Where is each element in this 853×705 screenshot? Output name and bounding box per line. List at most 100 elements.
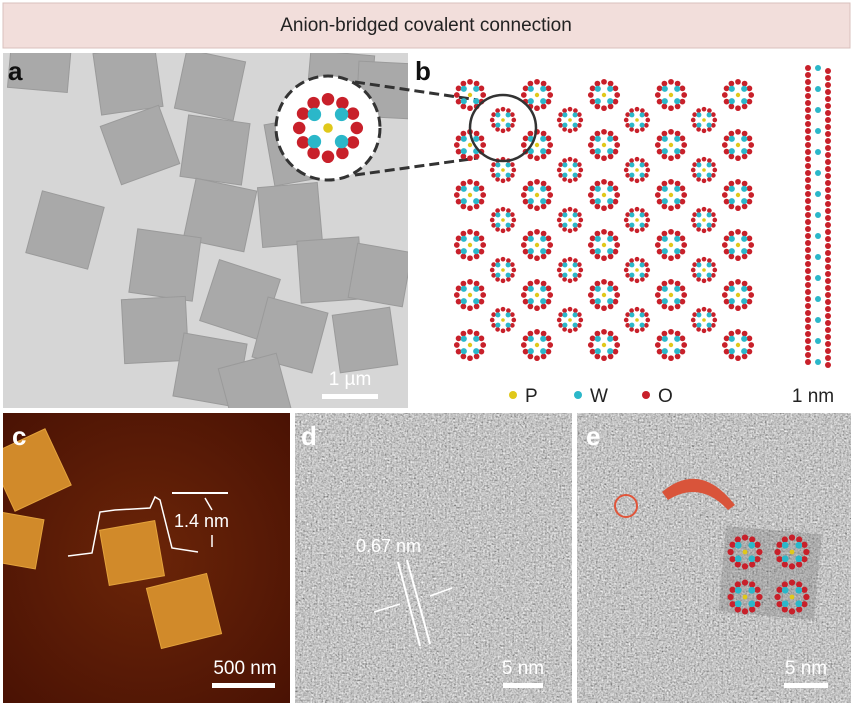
o-atom <box>805 345 811 351</box>
o-atom <box>478 185 485 192</box>
o-atom <box>453 242 460 248</box>
o-atom <box>506 208 511 213</box>
o-atom <box>460 80 467 87</box>
o-atom <box>741 230 748 237</box>
o-atom <box>696 277 701 282</box>
o-atom <box>500 128 506 134</box>
w-atom <box>629 222 635 228</box>
p-atom <box>735 242 741 248</box>
o-atom <box>567 228 573 234</box>
o-atom <box>491 212 496 217</box>
o-atom <box>701 156 707 162</box>
p-atom <box>467 342 473 348</box>
o-atom <box>625 312 630 317</box>
o-atom <box>645 317 651 323</box>
o-atom <box>712 317 718 323</box>
o-atom <box>629 127 634 132</box>
o-atom <box>690 117 696 123</box>
o-atom <box>734 561 741 568</box>
o-atom <box>495 227 500 232</box>
p-atom <box>467 92 473 98</box>
o-atom <box>473 230 480 237</box>
w-atom <box>734 555 742 563</box>
o-atom <box>522 298 529 305</box>
o-atom <box>296 136 310 149</box>
o-atom <box>712 217 718 223</box>
w-atom <box>540 348 547 355</box>
o-atom <box>573 227 578 232</box>
o-atom <box>540 303 547 310</box>
w-atom <box>748 555 756 563</box>
o-atom <box>825 89 831 95</box>
w-atom <box>495 312 501 318</box>
o-atom <box>825 285 831 291</box>
o-atom <box>455 248 462 255</box>
o-atom <box>534 155 540 162</box>
o-atom <box>654 242 661 248</box>
w-atom <box>706 272 712 278</box>
p-atom <box>668 92 674 98</box>
o-atom <box>825 215 831 221</box>
o-atom <box>661 103 668 110</box>
curved-arrow <box>662 478 735 510</box>
o-atom <box>644 173 649 178</box>
o-atom <box>562 227 567 232</box>
o-atom <box>707 277 712 282</box>
o-atom <box>707 108 712 113</box>
w-atom <box>505 322 511 328</box>
o-atom <box>741 608 749 615</box>
p-atom <box>635 218 639 222</box>
o-atom <box>668 128 674 135</box>
w-atom <box>674 85 681 92</box>
o-atom <box>522 135 529 142</box>
o-atom <box>453 192 460 198</box>
o-atom <box>781 606 788 613</box>
o-atom <box>721 192 728 198</box>
p-atom <box>501 118 505 122</box>
w-atom <box>562 112 568 118</box>
o-atom <box>735 178 741 185</box>
o-atom <box>522 85 529 92</box>
o-atom <box>668 278 674 285</box>
p-atom <box>735 142 741 148</box>
w-atom <box>540 185 547 192</box>
p-atom <box>702 168 706 172</box>
o-atom <box>556 267 562 273</box>
w-atom <box>527 248 534 255</box>
o-atom <box>701 178 707 184</box>
o-atom <box>562 158 567 163</box>
w-atom <box>460 85 467 92</box>
p-atom <box>534 292 540 298</box>
o-atom <box>478 85 485 92</box>
o-atom <box>625 262 630 267</box>
o-atom <box>534 255 540 262</box>
o-atom <box>723 85 730 92</box>
o-atom <box>612 148 619 155</box>
o-atom <box>556 217 562 223</box>
o-atom <box>805 324 811 330</box>
w-atom <box>334 107 349 122</box>
o-atom <box>825 145 831 151</box>
o-atom <box>540 180 547 187</box>
o-atom <box>489 317 495 323</box>
o-atom <box>825 103 831 109</box>
o-atom <box>668 155 674 162</box>
w-atom <box>815 65 821 71</box>
w-atom <box>473 335 480 342</box>
o-atom <box>644 112 649 117</box>
o-atom <box>455 85 462 92</box>
highlight-circle <box>468 93 538 163</box>
height-profile <box>67 495 199 557</box>
o-atom <box>735 328 741 335</box>
o-atom <box>612 285 619 292</box>
o-atom <box>629 258 634 263</box>
o-atom <box>735 305 741 312</box>
w-atom <box>741 298 748 305</box>
o-atom <box>589 235 596 242</box>
p-atom <box>467 192 473 198</box>
o-atom <box>527 280 534 287</box>
w-atom <box>781 586 789 594</box>
o-atom <box>805 219 811 225</box>
o-atom <box>540 203 547 210</box>
w-atom <box>674 335 681 342</box>
